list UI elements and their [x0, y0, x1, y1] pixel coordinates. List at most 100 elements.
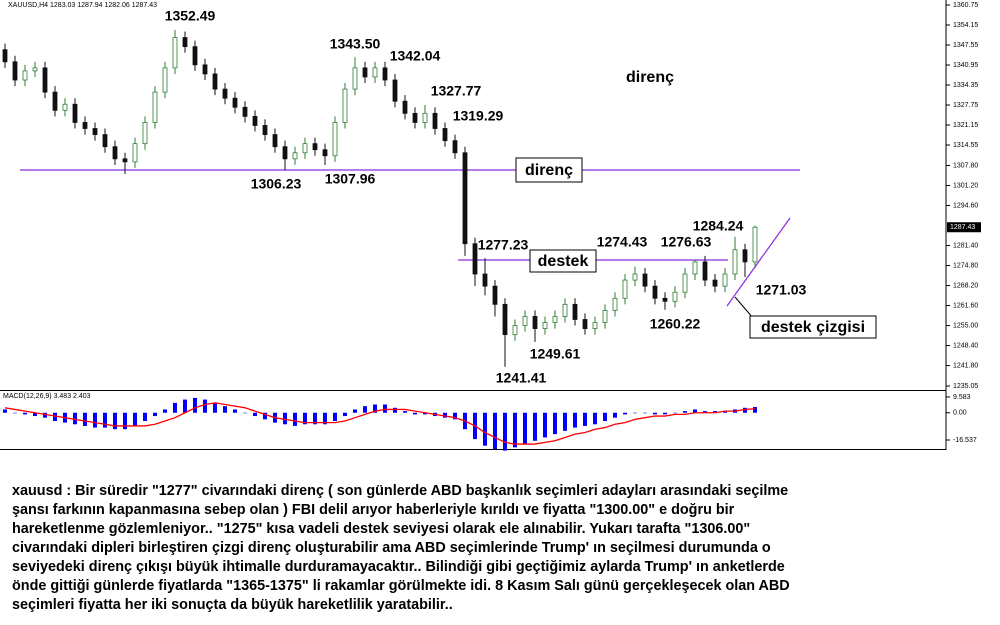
macd-bar — [563, 412, 567, 431]
macd-bar — [143, 412, 147, 421]
macd-bar — [33, 412, 37, 417]
macd-bar — [693, 409, 697, 413]
candle-body — [702, 261, 708, 281]
macd-bar — [53, 412, 57, 421]
candle-body — [82, 122, 88, 129]
trend-line — [726, 217, 791, 307]
macd-bar — [723, 411, 727, 413]
y-tick-label: 1340.95 — [953, 62, 978, 69]
macd-bar — [183, 399, 187, 413]
resistance-label: direnç — [525, 162, 573, 179]
macd-bar — [663, 412, 667, 415]
candle-body — [502, 303, 508, 336]
candle-body — [492, 285, 498, 305]
macd-bar — [133, 412, 137, 426]
candle-body — [32, 67, 38, 72]
candle-body — [602, 309, 608, 323]
candle-body — [272, 134, 278, 148]
candle-body — [372, 67, 378, 78]
macd-bar — [193, 397, 197, 413]
y-tick-label: 1261.60 — [953, 302, 978, 309]
candle-body — [72, 103, 78, 123]
body-line: seviyedeki direnç çıkışı büyük ihtimalle… — [12, 559, 785, 575]
price-annotation: 1327.77 — [431, 83, 482, 99]
y-tick-label: 1255.00 — [953, 322, 978, 329]
y-tick-label: 1268.20 — [953, 282, 978, 289]
macd-bar — [323, 412, 327, 425]
price-annotation: 1274.43 — [597, 234, 648, 250]
candle-body — [422, 112, 428, 123]
candle-body — [532, 316, 538, 329]
price-annotation: 1277.23 — [478, 237, 529, 253]
y-tick-label: -16.537 — [953, 437, 977, 444]
support-label: destek — [538, 253, 589, 270]
candle-body — [672, 291, 678, 302]
macd-bar — [593, 412, 597, 425]
resistance-box — [515, 157, 583, 183]
candle-body — [282, 146, 288, 160]
macd-bar — [23, 412, 27, 415]
macd-bar — [543, 412, 547, 438]
candle-body — [202, 64, 208, 75]
y-tick-label: 1360.75 — [953, 2, 978, 9]
y-tick-label: 0.00 — [953, 410, 967, 417]
macd-bar — [253, 412, 257, 417]
candle-body — [122, 158, 128, 163]
candle-body — [242, 106, 248, 117]
candle-body — [362, 67, 368, 78]
macd-bar — [613, 412, 617, 418]
macd-bar — [393, 407, 397, 413]
macd-bar — [453, 412, 457, 420]
price-annotation: 1319.29 — [453, 108, 504, 124]
body-line: hareketlenme gözlemleniyor.. "1275" kısa… — [12, 521, 750, 537]
candle-body — [382, 67, 388, 81]
price-annotation: 1260.22 — [650, 316, 701, 332]
body-text: xauusd : Bir süredir "1277" civarındaki … — [12, 483, 790, 613]
y-tick-label: 1334.35 — [953, 82, 978, 89]
y-tick-label: 1281.40 — [953, 242, 978, 249]
candle-body — [442, 128, 448, 142]
macd-bar — [753, 407, 757, 413]
candle-body — [622, 279, 628, 299]
y-tick-label: 1274.80 — [953, 262, 978, 269]
chart-header: XAUUSD,H4 1283.03 1287.94 1282.06 1287.4… — [8, 2, 157, 9]
support-box — [529, 249, 597, 273]
candle-body — [172, 37, 178, 69]
candle-body — [332, 122, 338, 157]
candle-body — [692, 261, 698, 275]
candle-body — [472, 243, 478, 275]
candle-body — [22, 70, 28, 81]
macd-bar — [303, 412, 307, 425]
macd-bar — [493, 412, 497, 449]
macd-bar — [283, 412, 287, 425]
macd-header: MACD(12,26,9) 3.483 2.403 — [3, 393, 91, 400]
y-tick-label: 1235.05 — [953, 383, 978, 390]
macd-bar — [713, 411, 717, 413]
candle-body — [572, 303, 578, 320]
body-line: şansı farkının kapanmasına sebep olan ) … — [12, 502, 735, 518]
candle-body — [12, 61, 18, 81]
macd-bar — [513, 412, 517, 448]
candle-body — [742, 249, 748, 263]
macd-bar — [483, 412, 487, 446]
macd-bar — [173, 402, 177, 413]
price-annotation: 1342.04 — [390, 48, 441, 64]
macd-bar — [443, 412, 447, 418]
candle-body — [712, 279, 718, 287]
price-annotation: 1307.96 — [325, 171, 376, 187]
macd-bar — [313, 412, 317, 425]
macd-bar — [73, 412, 77, 425]
macd-bar — [553, 412, 557, 435]
macd-bar — [223, 406, 227, 413]
y-tick-label: 9.583 — [953, 394, 971, 401]
candle-body — [102, 134, 108, 148]
macd-bar — [203, 399, 207, 413]
macd-bar — [523, 412, 527, 445]
macd-bar — [703, 411, 707, 413]
price-annotation: 1306.23 — [251, 176, 302, 192]
y-tick-label: 1301.20 — [953, 182, 978, 189]
candle-body — [392, 79, 398, 102]
macd-bar — [373, 404, 377, 413]
note-label: direnç — [626, 69, 674, 86]
